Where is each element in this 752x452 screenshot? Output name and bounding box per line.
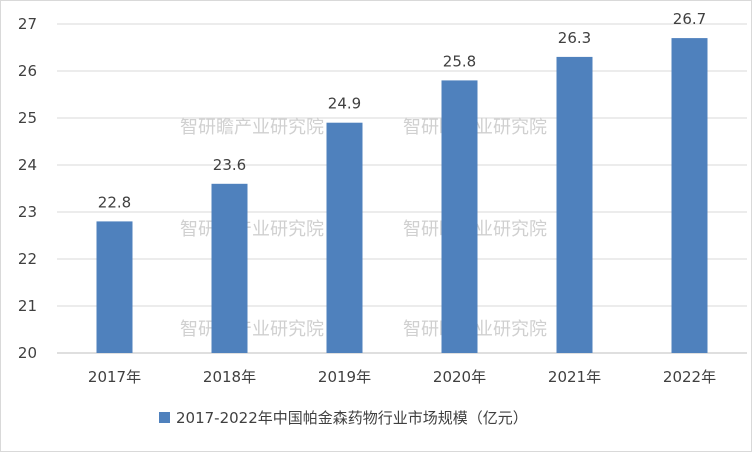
x-tick-label: 2018年 xyxy=(203,368,256,386)
bars xyxy=(96,38,708,354)
y-tick-label: 22 xyxy=(18,250,37,268)
y-axis: 20 21 22 23 24 25 26 27 xyxy=(18,15,37,362)
data-label: 23.6 xyxy=(213,156,246,174)
y-tick-label: 20 xyxy=(18,344,37,362)
y-tick-label: 25 xyxy=(18,109,37,127)
bar xyxy=(326,122,363,353)
x-tick-label: 2022年 xyxy=(663,368,716,386)
data-label: 25.8 xyxy=(443,52,476,70)
y-tick-label: 23 xyxy=(18,203,37,221)
bar xyxy=(671,38,708,353)
watermark-text: 智研瞻产业研究院 xyxy=(180,319,324,340)
watermark-text: 智研瞻产业研究院 xyxy=(180,219,324,240)
bar xyxy=(211,183,248,353)
watermark-text: 智研瞻产业研究院 xyxy=(180,117,324,138)
x-tick-label: 2019年 xyxy=(318,368,371,386)
y-tick-label: 26 xyxy=(18,62,37,80)
y-tick-label: 21 xyxy=(18,297,37,315)
legend: 2017-2022年中国帕金森药物行业市场规模（亿元） xyxy=(159,409,528,427)
x-axis: 2017年 2018年 2019年 2020年 2021年 2022年 xyxy=(88,368,716,386)
legend-label: 2017-2022年中国帕金森药物行业市场规模（亿元） xyxy=(176,409,528,427)
x-tick-label: 2017年 xyxy=(88,368,141,386)
data-label: 26.3 xyxy=(558,29,591,47)
x-tick-label: 2021年 xyxy=(548,368,601,386)
bar xyxy=(441,80,478,354)
data-labels: 22.8 23.6 24.9 25.8 26.3 26.7 xyxy=(98,10,706,211)
legend-swatch xyxy=(159,412,170,423)
bar xyxy=(556,56,593,354)
y-tick-label: 27 xyxy=(18,15,37,33)
gridlines xyxy=(57,23,747,354)
bar xyxy=(96,221,133,353)
data-label: 22.8 xyxy=(98,193,131,211)
y-tick-label: 24 xyxy=(18,156,37,174)
data-label: 26.7 xyxy=(673,10,706,28)
x-tick-label: 2020年 xyxy=(433,368,486,386)
data-label: 24.9 xyxy=(328,95,361,113)
